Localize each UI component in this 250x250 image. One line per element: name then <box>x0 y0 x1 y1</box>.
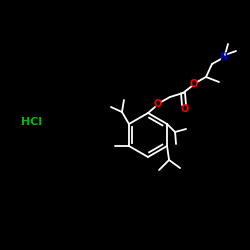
Text: O: O <box>181 104 189 114</box>
Text: N: N <box>219 52 227 62</box>
Text: O: O <box>154 99 162 109</box>
Text: HCl: HCl <box>22 117 42 127</box>
Text: O: O <box>190 79 198 89</box>
